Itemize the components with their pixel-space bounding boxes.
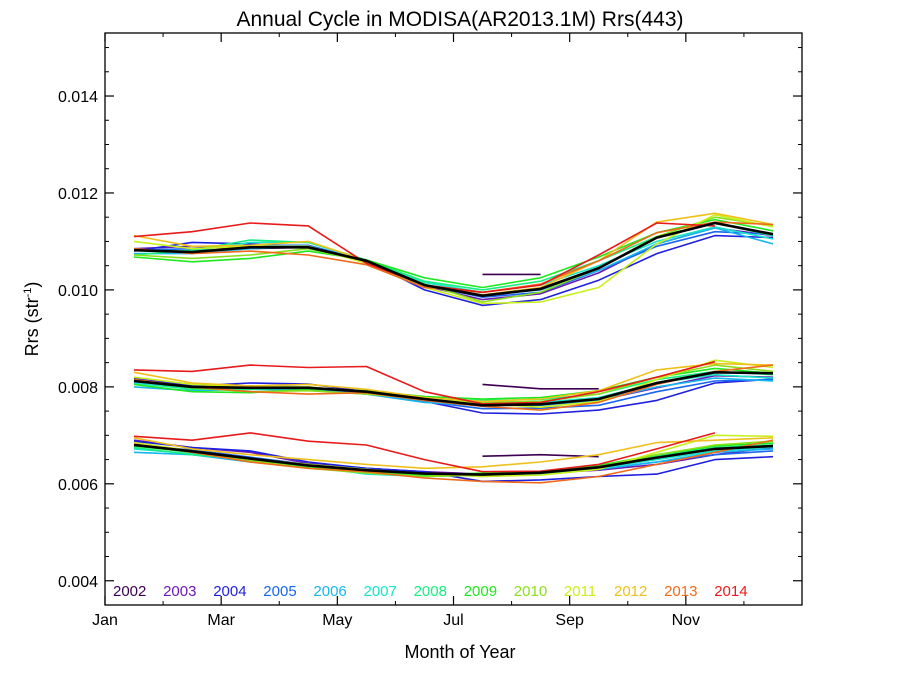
legend-entry-2011: 2011 (564, 583, 596, 600)
y-tick-label: 0.012 (58, 186, 98, 203)
legend-entry-2009: 2009 (464, 583, 497, 600)
y-axis-label-close: ) (22, 282, 42, 288)
y-tick-label: 0.014 (58, 89, 98, 106)
series-mean-line-1 (133, 221, 774, 298)
series-mean-line-2 (133, 370, 774, 407)
series-2012-line-3 (133, 437, 774, 470)
chart-title: Annual Cycle in MODISA(AR2013.1M) Rrs(44… (237, 8, 684, 31)
y-axis-label-superscript: -1 (22, 288, 34, 298)
x-tick-label: Sep (555, 612, 584, 629)
series-2011-line-1 (133, 214, 774, 305)
x-tick-label: May (322, 612, 352, 629)
y-tick-label: 0.004 (58, 574, 98, 591)
series-mean-line-3 (133, 443, 774, 476)
y-axis-label-main: Rrs (str (22, 297, 42, 356)
series-2004-line-2 (133, 377, 774, 415)
legend-entry-2008: 2008 (414, 583, 447, 600)
x-tick-label: Jan (92, 612, 118, 629)
y-tick-label: 0.010 (58, 283, 98, 300)
x-tick-label: Jul (443, 612, 463, 629)
series-2014-line-3 (133, 432, 716, 473)
y-tick-label: 0.008 (58, 380, 98, 397)
legend-entry-2007: 2007 (364, 583, 397, 600)
series-2014-line-2 (133, 360, 716, 405)
legend-entry-2005: 2005 (263, 583, 296, 600)
plot-frame (104, 32, 803, 606)
legend: 2002 2003 2004 2005 2006 2007 2008 2009 2010 2011… (113, 583, 748, 600)
series-2012-line-2 (133, 362, 774, 403)
series-2013-line-3 (133, 439, 774, 484)
legend-entry-2004: 2004 (213, 583, 246, 600)
x-tick-label: Mar (207, 612, 235, 629)
series-2002-line-2 (482, 383, 599, 390)
y-tick-label: 0.006 (58, 477, 98, 494)
axis-ticks: 0.004 0.006 0.008 0.010 0.012 0.014 Jan Mar May J… (58, 33, 802, 629)
legend-entry-2014: 2014 (714, 583, 747, 600)
y-axis-label: Rrs (str-1) (22, 282, 42, 357)
series-2010-line-1 (133, 216, 774, 303)
x-tick-label: Nov (672, 612, 700, 629)
legend-entry-2013: 2013 (664, 583, 697, 600)
series-2002-line-3 (482, 453, 599, 458)
x-axis-label: Month of Year (404, 642, 515, 662)
legend-entry-2010: 2010 (514, 583, 547, 600)
legend-entry-2002: 2002 (113, 583, 146, 600)
legend-entry-2012: 2012 (614, 583, 647, 600)
legend-entry-2006: 2006 (313, 583, 346, 600)
plot-area (133, 212, 774, 484)
legend-entry-2003: 2003 (163, 583, 196, 600)
